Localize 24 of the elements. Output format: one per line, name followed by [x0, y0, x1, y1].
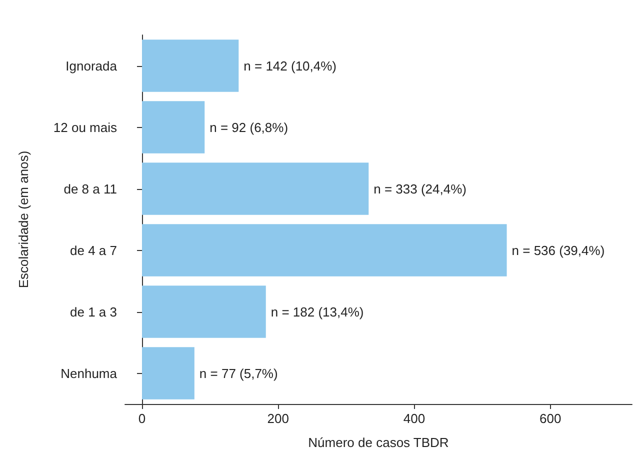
x-tick-label: 600 [539, 411, 562, 426]
y-tick-label: de 8 a 11 [64, 181, 117, 196]
data-label: n = 536 (39,4%) [512, 242, 605, 258]
bar [142, 347, 194, 400]
x-axis-title: Número de casos TBDR [308, 435, 449, 450]
data-label: n = 182 (13,4%) [270, 304, 364, 320]
bar [142, 101, 205, 154]
data-label: n = 92 (6,8%) [210, 120, 288, 135]
x-tick-label: 400 [403, 411, 426, 426]
data-label: n = 77 (5,7%) [199, 366, 278, 381]
y-tick-label: Ignorada [66, 58, 118, 74]
bar [142, 286, 266, 338]
bar [142, 162, 369, 215]
bar [142, 224, 507, 276]
data-label: n = 333 (24,4%) [374, 181, 467, 196]
bar [142, 40, 239, 92]
y-tick-label: 12 ou mais [53, 120, 118, 135]
y-tick-label: Nenhuma [60, 366, 118, 381]
data-label: n = 142 (10,4%) [244, 58, 337, 74]
y-tick-label: de 1 a 3 [70, 304, 117, 320]
y-axis-title: Escolaridade (em anos) [16, 150, 31, 288]
y-tick-label: de 4 a 7 [70, 242, 117, 258]
x-tick-label: 0 [138, 411, 146, 426]
x-tick-label: 200 [267, 411, 289, 426]
